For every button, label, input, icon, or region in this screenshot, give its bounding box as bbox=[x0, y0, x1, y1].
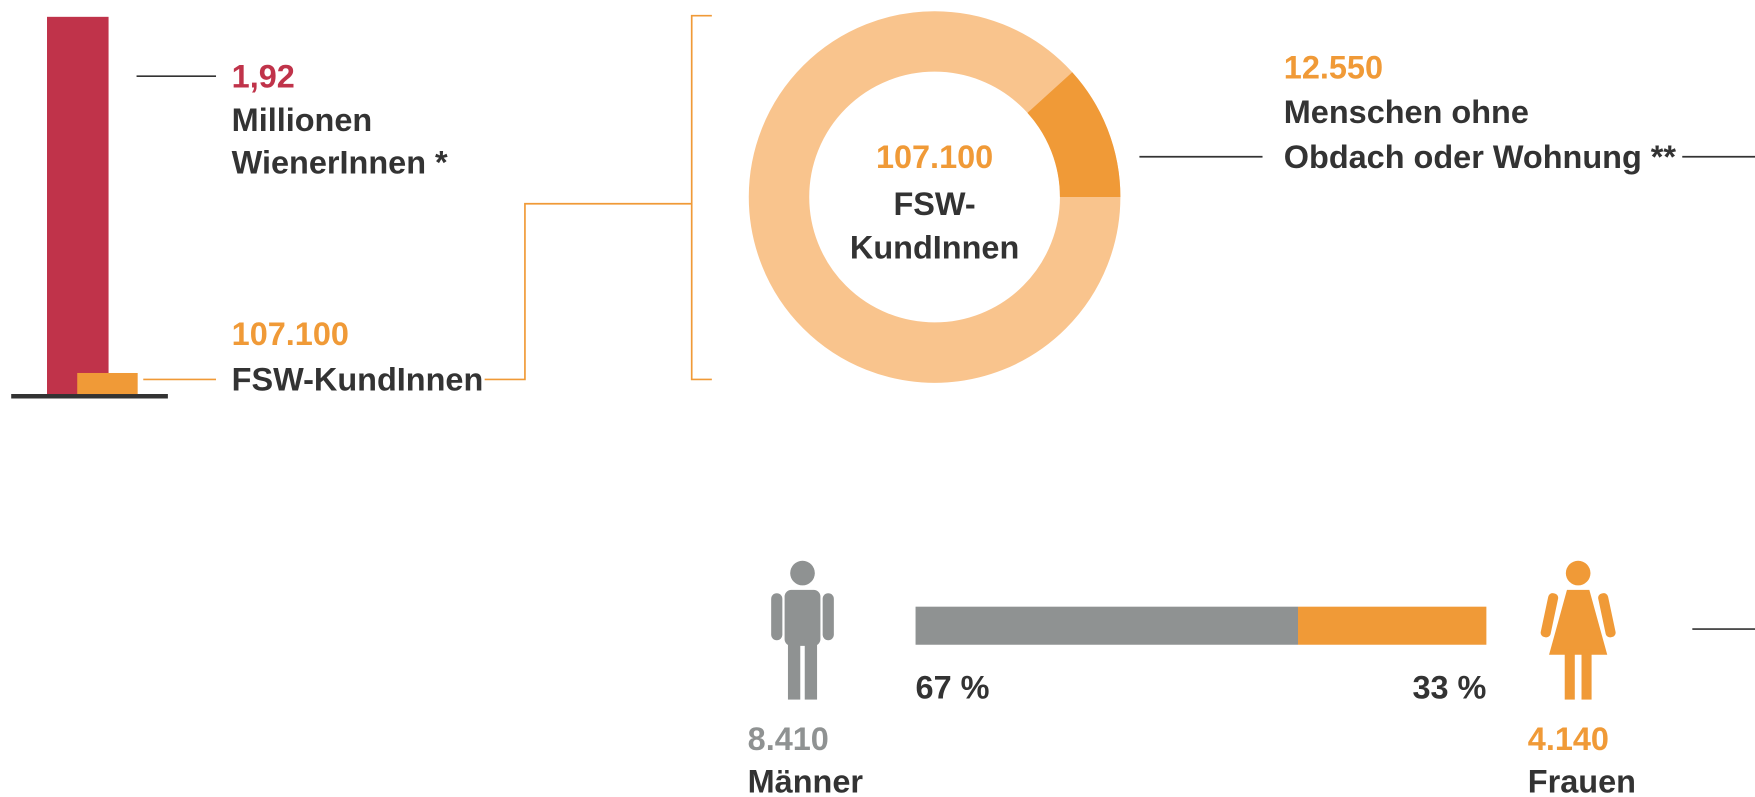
donut-center-text: KundInnen bbox=[850, 230, 1019, 266]
clients-value: 107.100 bbox=[232, 316, 349, 352]
connector bbox=[484, 202, 692, 381]
women-bar bbox=[1298, 606, 1487, 645]
men-text: Männer bbox=[748, 763, 864, 797]
population-value: 1,92 bbox=[232, 58, 295, 94]
men-share: 67 % bbox=[916, 669, 990, 705]
woman-icon bbox=[1540, 560, 1616, 700]
donut-center-value: 107.100 bbox=[876, 139, 993, 175]
population-text: Millionen bbox=[232, 102, 373, 138]
population-text: WienerInnen * bbox=[232, 145, 448, 181]
bracket bbox=[690, 14, 712, 381]
segment-text: Obdach oder Wohnung ** bbox=[1284, 139, 1677, 175]
men-bar bbox=[915, 606, 1299, 645]
man-icon bbox=[771, 560, 834, 700]
men-count: 8.410 bbox=[748, 721, 829, 757]
clients-text: FSW-KundInnen bbox=[232, 362, 484, 398]
segment-text: Menschen ohne bbox=[1284, 94, 1529, 130]
population-bar bbox=[47, 16, 109, 395]
clients-bar bbox=[77, 372, 138, 395]
women-text: Frauen bbox=[1528, 763, 1636, 797]
women-share: 33 % bbox=[1412, 669, 1486, 705]
women-count: 4.140 bbox=[1528, 721, 1609, 757]
segment-value: 12.550 bbox=[1284, 49, 1383, 85]
donut-center-text: FSW- bbox=[893, 186, 975, 222]
donut-segment bbox=[1027, 72, 1121, 198]
